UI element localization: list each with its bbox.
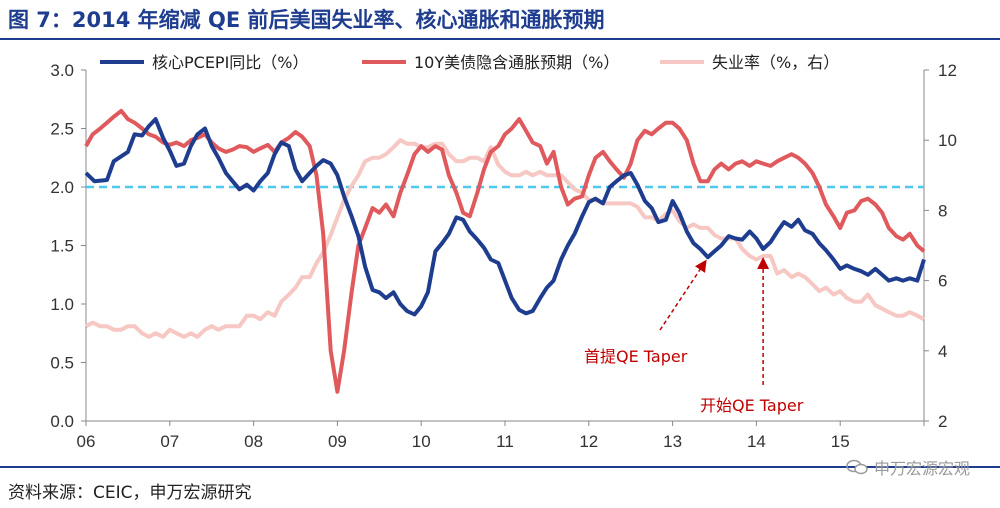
- figure-title: 图 7：2014 年缩减 QE 前后美国失业率、核心通胀和通胀预期: [8, 8, 605, 32]
- left-tick-label: 2.0: [50, 178, 74, 197]
- annotation-arrow-first-taper: [659, 259, 707, 331]
- watermark: 申万宏源宏观: [846, 455, 970, 479]
- legend-item: 核心PCEPI同比（%）: [100, 53, 309, 72]
- x-tick-label: 12: [579, 432, 598, 451]
- x-tick-label: 15: [831, 432, 850, 451]
- title-rule: [0, 38, 1000, 40]
- watermark-text: 申万宏源宏观: [873, 459, 970, 478]
- x-tick-label: 09: [328, 432, 347, 451]
- right-tick-label: 10: [938, 131, 957, 150]
- left-tick-label: 0.5: [50, 354, 74, 373]
- x-tick-label: 07: [160, 432, 179, 451]
- right-tick-label: 2: [938, 412, 947, 431]
- source-note: 资料来源：CEIC，申万宏源研究: [8, 483, 252, 503]
- breakeven-inflation-line: [84, 108, 926, 394]
- right-tick-label: 6: [938, 272, 947, 291]
- x-tick-label: 08: [244, 432, 263, 451]
- x-tick-label: 11: [496, 432, 514, 451]
- left-tick-label: 1.5: [50, 237, 74, 256]
- x-tick-label: 06: [77, 432, 96, 451]
- left-tick-label: 0.0: [50, 412, 74, 431]
- left-tick-label: 2.5: [50, 120, 74, 139]
- x-tick-label: 14: [747, 432, 766, 451]
- right-tick-label: 8: [938, 201, 947, 220]
- x-tick-label: 13: [663, 432, 682, 451]
- chart: 0.0 0.5 1.0 1.5 2.0 2.5 3.0 2 4 6 8 10 12 06 07 08 09 10 1…: [50, 53, 957, 451]
- legend-label: 10Y美债隐含通胀预期（%）: [414, 53, 619, 72]
- left-tick-label: 1.0: [50, 295, 74, 314]
- annotation-start-taper: 开始QE Taper: [700, 396, 804, 415]
- legend-item: 失业率（%，右）: [660, 53, 839, 72]
- source-rule: [0, 466, 1000, 468]
- right-tick-label: 12: [938, 61, 957, 80]
- wechat-icon: [846, 459, 868, 475]
- core-pce-line: [84, 117, 926, 317]
- legend-label: 核心PCEPI同比（%）: [152, 53, 309, 72]
- legend-label: 失业率（%，右）: [712, 53, 839, 72]
- unemployment-line: [85, 138, 925, 339]
- annotation-first-taper: 首提QE Taper: [584, 347, 688, 366]
- legend-item: 10Y美债隐含通胀预期（%）: [362, 53, 619, 72]
- x-tick-label: 10: [412, 432, 431, 451]
- left-tick-label: 3.0: [50, 61, 74, 80]
- right-tick-label: 4: [938, 342, 947, 361]
